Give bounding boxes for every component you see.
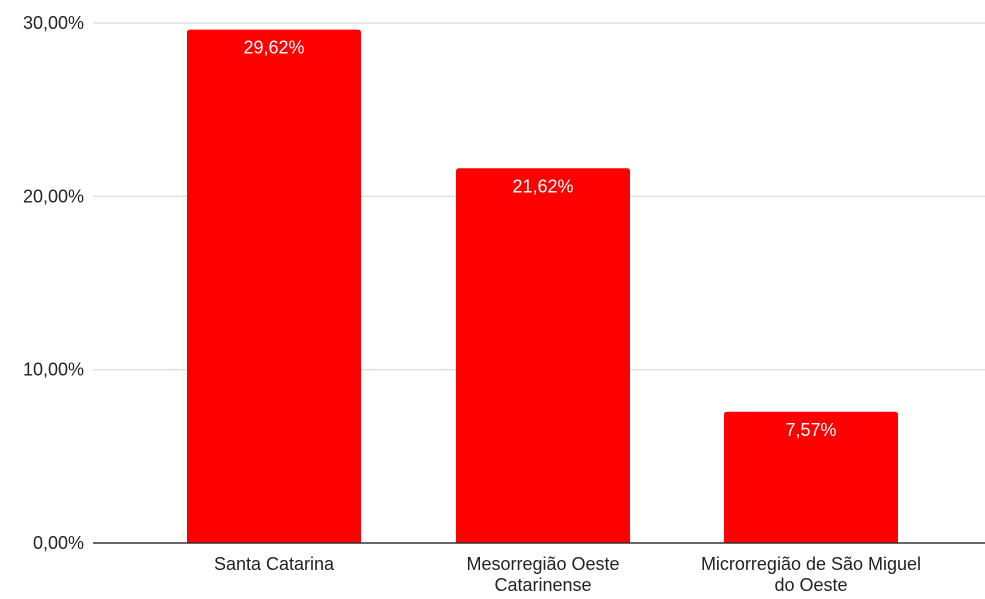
bar — [456, 168, 630, 543]
data-label: 29,62% — [243, 38, 304, 58]
data-label: 21,62% — [512, 176, 573, 196]
bars: 29,62% 21,62% 7,57% — [187, 29, 898, 543]
y-tick-label: 20,00% — [23, 186, 84, 206]
x-category-label: Catarinense — [494, 575, 591, 594]
bar — [724, 411, 898, 543]
x-category-label: Mesorregião Oeste — [466, 554, 619, 574]
x-category-label: do Oeste — [774, 575, 847, 594]
y-tick-label: 10,00% — [23, 360, 84, 380]
y-axis-ticks: 0,00% 10,00% 20,00% 30,00% — [23, 13, 84, 553]
y-tick-label: 0,00% — [33, 533, 84, 553]
bar — [187, 29, 361, 543]
data-label: 7,57% — [785, 420, 836, 440]
x-category-label: Microrregião de São Miguel — [701, 554, 921, 574]
y-tick-label: 30,00% — [23, 13, 84, 33]
x-axis-category-labels: Santa Catarina Mesorregião OesteCatarinen… — [214, 554, 921, 595]
x-category-label: Santa Catarina — [214, 554, 335, 574]
